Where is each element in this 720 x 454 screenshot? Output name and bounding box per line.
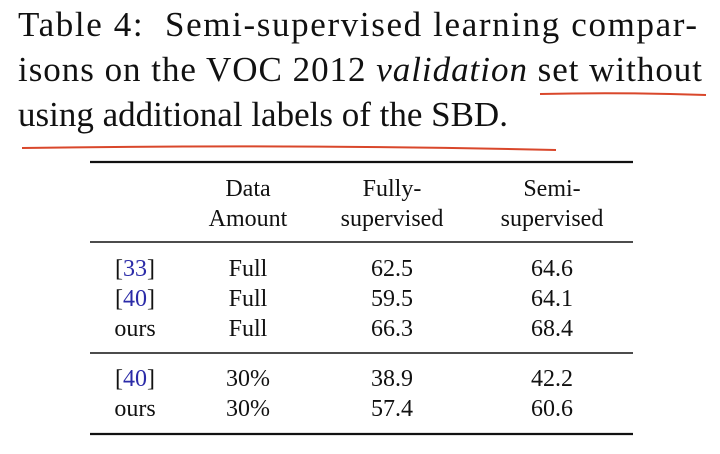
caption-text: Table 4: Semi-supervised learning compar… <box>18 5 697 44</box>
caption-line: using additional labels of the SBD. <box>18 95 508 134</box>
citation-part: 33 <box>123 256 147 282</box>
table-cell: ours <box>114 396 155 422</box>
citation-part: [ <box>115 256 123 282</box>
table-cell: [40] <box>115 286 155 312</box>
caption-text: isons on the VOC 2012 <box>18 50 375 89</box>
header-cell: Semi- <box>523 176 580 202</box>
table-cell: 30% <box>226 396 270 422</box>
caption-text: validation <box>376 50 527 89</box>
table-cell: 42.2 <box>531 366 573 392</box>
table-cell: 66.3 <box>371 316 413 342</box>
caption-line: isons on the VOC 2012 validation set wit… <box>18 50 702 89</box>
table-cell: [40] <box>115 366 155 392</box>
table-cell: 62.5 <box>371 256 413 282</box>
table-cell: 30% <box>226 366 270 392</box>
header-cell: Fully- <box>363 176 422 202</box>
table-cell: 64.1 <box>531 286 573 312</box>
caption-text: using additional labels of the SBD. <box>18 95 508 134</box>
citation-part: [ <box>115 286 123 312</box>
citation-part: 40 <box>123 366 147 392</box>
citation-part: ] <box>147 366 155 392</box>
header-cell: supervised <box>341 206 444 232</box>
caption-line: Table 4: Semi-supervised learning compar… <box>18 5 697 44</box>
citation-part: ] <box>147 286 155 312</box>
table-cell: Full <box>229 286 268 312</box>
red-underline <box>21 145 557 151</box>
header-cell: Amount <box>209 206 288 232</box>
table-cell: 57.4 <box>371 396 413 422</box>
caption-text: set without <box>528 50 702 89</box>
red-underline <box>539 92 707 96</box>
citation-part: 40 <box>123 286 147 312</box>
citation-part: [ <box>115 366 123 392</box>
header-cell: Data <box>225 176 271 202</box>
table-cell: [33] <box>115 256 155 282</box>
table-cell: Full <box>229 316 268 342</box>
citation-part: ] <box>147 256 155 282</box>
table-cell: 38.9 <box>371 366 413 392</box>
table-cell: 64.6 <box>531 256 573 282</box>
table-cell: 60.6 <box>531 396 573 422</box>
header-cell: supervised <box>501 206 604 232</box>
table-cell: 59.5 <box>371 286 413 312</box>
table-cell: ours <box>114 316 155 342</box>
table-cell: 68.4 <box>531 316 573 342</box>
table-cell: Full <box>229 256 268 282</box>
